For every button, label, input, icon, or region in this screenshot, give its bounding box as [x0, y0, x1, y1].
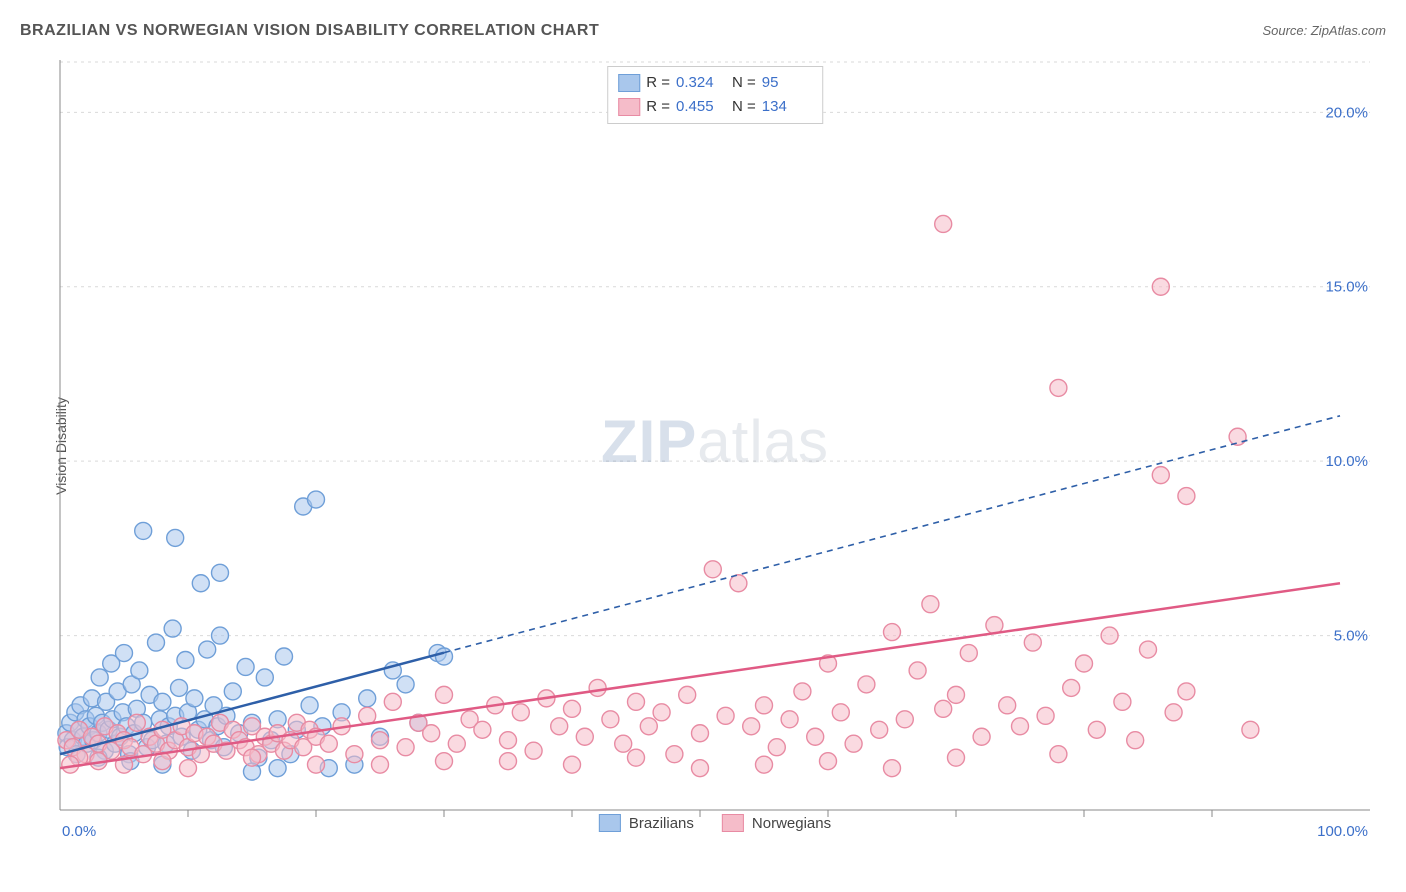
n-value-norwegians: 134 [762, 95, 812, 119]
plot-area: ZIPatlas 0.0%100.0%5.0%10.0%15.0%20.0% R… [50, 60, 1380, 830]
r-label: R = [646, 95, 670, 119]
legend-row-norwegians: R = 0.455 N = 134 [618, 95, 812, 119]
legend-label-brazilians: Brazilians [629, 815, 694, 832]
svg-text:0.0%: 0.0% [62, 823, 96, 840]
n-label: N = [732, 71, 756, 95]
legend-row-brazilians: R = 0.324 N = 95 [618, 71, 812, 95]
swatch-brazilians [618, 74, 640, 92]
n-label: N = [732, 95, 756, 119]
legend-item-norwegians: Norwegians [722, 814, 831, 832]
chart-title: BRAZILIAN VS NORWEGIAN VISION DISABILITY… [20, 22, 599, 40]
source-prefix: Source: [1262, 23, 1310, 38]
swatch-norwegians [618, 98, 640, 116]
svg-text:5.0%: 5.0% [1334, 628, 1368, 645]
n-value-brazilians: 95 [762, 71, 812, 95]
r-label: R = [646, 71, 670, 95]
r-value-norwegians: 0.455 [676, 95, 726, 119]
source-name: ZipAtlas.com [1311, 23, 1386, 38]
svg-text:20.0%: 20.0% [1325, 104, 1368, 121]
svg-text:15.0%: 15.0% [1325, 279, 1368, 296]
chart-header: BRAZILIAN VS NORWEGIAN VISION DISABILITY… [20, 22, 1386, 40]
svg-text:10.0%: 10.0% [1325, 453, 1368, 470]
scatter-chart: 0.0% 100.0% 5.0% 10.0% 15.0% 20.0% [50, 60, 1380, 860]
swatch-brazilians [599, 814, 621, 832]
legend-series: Brazilians Norwegians [599, 814, 831, 832]
legend-label-norwegians: Norwegians [752, 815, 831, 832]
svg-text:100.0%: 100.0% [1317, 823, 1368, 840]
source-attribution: Source: ZipAtlas.com [1262, 23, 1386, 38]
r-value-brazilians: 0.324 [676, 71, 726, 95]
legend-correlation: R = 0.324 N = 95 R = 0.455 N = 134 [607, 66, 823, 124]
swatch-norwegians [722, 814, 744, 832]
legend-item-brazilians: Brazilians [599, 814, 694, 832]
